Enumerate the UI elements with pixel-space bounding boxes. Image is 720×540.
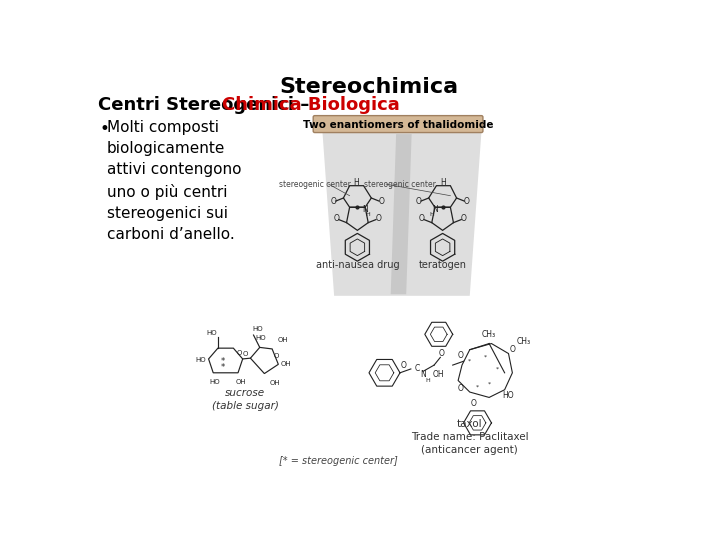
Text: O: O — [237, 350, 242, 356]
Text: O: O — [510, 345, 516, 354]
Text: OH: OH — [270, 380, 281, 386]
Text: sucrose
(table sugar): sucrose (table sugar) — [212, 388, 279, 411]
Text: O: O — [379, 197, 384, 206]
Text: CH₃: CH₃ — [516, 338, 531, 347]
Text: O: O — [419, 213, 425, 222]
Text: HO: HO — [196, 357, 206, 363]
Text: *: * — [487, 382, 491, 387]
Text: O: O — [471, 399, 477, 408]
Text: O: O — [274, 353, 279, 359]
Text: O: O — [401, 361, 407, 369]
Text: O: O — [439, 349, 445, 358]
Text: Chimica Biologica: Chimica Biologica — [222, 96, 400, 113]
Text: •: • — [99, 120, 109, 138]
Text: Two enantiomers of thalidomide: Two enantiomers of thalidomide — [303, 120, 493, 130]
Text: O: O — [243, 350, 248, 356]
Text: HO: HO — [255, 335, 266, 341]
Text: O: O — [415, 197, 421, 206]
Text: O: O — [461, 213, 467, 222]
Polygon shape — [323, 132, 482, 296]
Text: HO: HO — [253, 326, 264, 332]
Text: H: H — [426, 378, 431, 383]
Text: *: * — [495, 367, 498, 372]
Text: *: * — [221, 363, 225, 372]
Text: *: * — [221, 357, 225, 366]
Text: Stereochimica: Stereochimica — [279, 77, 459, 97]
Text: taxol
Trade name: Paclitaxel
(anticancer agent): taxol Trade name: Paclitaxel (anticancer… — [411, 419, 528, 455]
Text: N: N — [432, 205, 438, 214]
Text: O: O — [457, 352, 464, 360]
Text: OH: OH — [278, 337, 288, 343]
FancyBboxPatch shape — [313, 116, 483, 132]
Text: teratogen: teratogen — [418, 260, 467, 269]
Text: O: O — [457, 384, 464, 393]
Polygon shape — [391, 134, 412, 294]
Text: HO: HO — [503, 392, 514, 400]
Text: CH₃: CH₃ — [482, 330, 496, 339]
Text: *: * — [484, 355, 487, 360]
Text: C: C — [415, 364, 420, 374]
Text: *: * — [476, 384, 479, 389]
Text: N: N — [420, 370, 426, 379]
Text: N: N — [362, 205, 368, 214]
Text: H: H — [429, 212, 434, 218]
Text: H: H — [366, 212, 371, 218]
Text: HO: HO — [210, 379, 220, 385]
Text: O: O — [333, 213, 339, 222]
Text: [* = stereogenic center]: [* = stereogenic center] — [279, 456, 397, 466]
Text: Centri Stereogenici –: Centri Stereogenici – — [98, 96, 315, 113]
Text: stereogenic center: stereogenic center — [364, 180, 436, 188]
Text: H: H — [354, 178, 359, 187]
Text: OH: OH — [281, 361, 292, 367]
Text: HO: HO — [207, 330, 217, 336]
Text: Molti composti
biologicamente
attivi contengono
uno o più centri
stereogenici su: Molti composti biologicamente attivi con… — [107, 120, 241, 242]
Text: stereogenic center: stereogenic center — [279, 180, 351, 188]
Text: O: O — [464, 197, 469, 206]
Text: OH: OH — [236, 379, 246, 385]
Text: O: O — [375, 213, 381, 222]
Text: anti-nausea drug: anti-nausea drug — [315, 260, 399, 269]
Text: H: H — [441, 178, 446, 187]
Text: OH: OH — [433, 370, 444, 379]
Text: *: * — [468, 359, 472, 364]
Text: O: O — [330, 197, 336, 206]
